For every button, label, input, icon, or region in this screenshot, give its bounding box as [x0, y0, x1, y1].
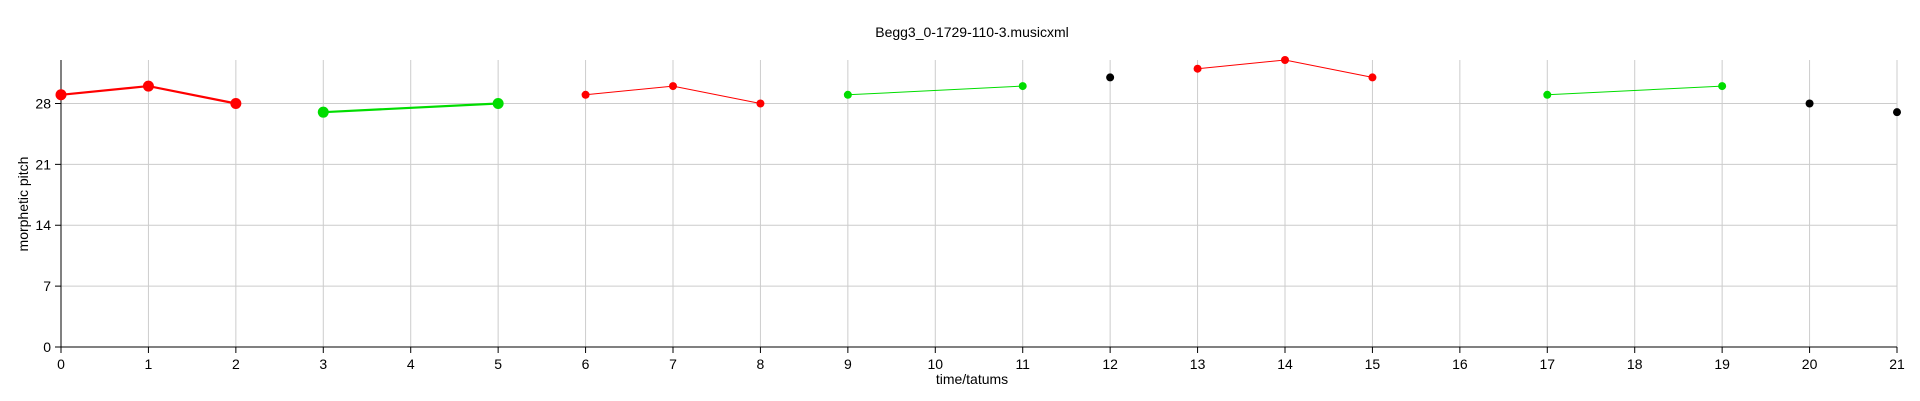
data-point-green [317, 106, 329, 118]
series-line-green [1547, 85, 1723, 96]
axis-layer: 0 1 2 3 4 5 6 7 8 9 10 11 12 13 14 15 16 17 18 19 20 21071421… [35, 60, 1905, 372]
data-point-red [581, 90, 590, 99]
data-point-red [1281, 56, 1289, 64]
x-tick-label: 5 [494, 356, 502, 372]
x-tick-label: 13 [1190, 356, 1206, 372]
x-tick-label: 21 [1889, 356, 1905, 372]
x-tick-label: 11 [1015, 356, 1030, 372]
series-line-green [847, 85, 1023, 96]
x-tick-label: 4 [407, 356, 415, 372]
x-tick-label: 15 [1365, 356, 1381, 372]
data-point-red [669, 82, 677, 91]
data-point-red [756, 99, 765, 108]
x-tick-label: 18 [1627, 356, 1643, 372]
y-tick-label: 7 [43, 278, 51, 294]
y-tick-label: 21 [35, 156, 51, 172]
data-point-red [142, 80, 154, 92]
chart-title: Begg3_0-1729-110-3.musicxml [875, 24, 1069, 40]
data-point-red [230, 97, 242, 109]
x-tick-label: 16 [1452, 356, 1468, 372]
grid-layer [60, 60, 1898, 347]
x-tick-label: 19 [1714, 356, 1730, 372]
data-point-red [1193, 64, 1202, 73]
x-tick-label: 14 [1277, 356, 1293, 372]
y-tick-label: 0 [43, 339, 51, 355]
data-point-green [1018, 82, 1027, 91]
data-point-red [55, 89, 67, 101]
x-tick-label: 12 [1102, 356, 1118, 372]
x-tick-label: 0 [57, 356, 65, 372]
x-tick-label: 8 [757, 356, 765, 372]
x-tick-label: 9 [844, 356, 852, 372]
data-point-green [843, 90, 852, 99]
data-point-green [1718, 82, 1727, 91]
x-tick-label: 10 [927, 356, 943, 372]
x-tick-label: 2 [232, 356, 240, 372]
y-tick-label: 14 [35, 217, 51, 233]
data-point-green [1543, 90, 1552, 99]
x-tick-label: 1 [145, 356, 153, 372]
x-tick-label: 7 [669, 356, 677, 372]
x-tick-label: 17 [1539, 356, 1555, 372]
data-point-green [492, 97, 504, 109]
x-tick-label: 20 [1802, 356, 1818, 372]
series-line-green [323, 102, 499, 114]
data-point-red [1368, 73, 1377, 82]
data-point-black [1893, 108, 1901, 117]
data-point-black [1805, 99, 1814, 108]
y-tick-label: 28 [35, 95, 51, 111]
x-tick-label: 6 [582, 356, 590, 372]
x-tick-label: 3 [319, 356, 327, 372]
x-axis-label: time/tatums [936, 371, 1008, 387]
series-layer [55, 56, 1901, 118]
y-axis-label: morphetic pitch [15, 157, 31, 252]
data-point-black [1106, 73, 1115, 82]
